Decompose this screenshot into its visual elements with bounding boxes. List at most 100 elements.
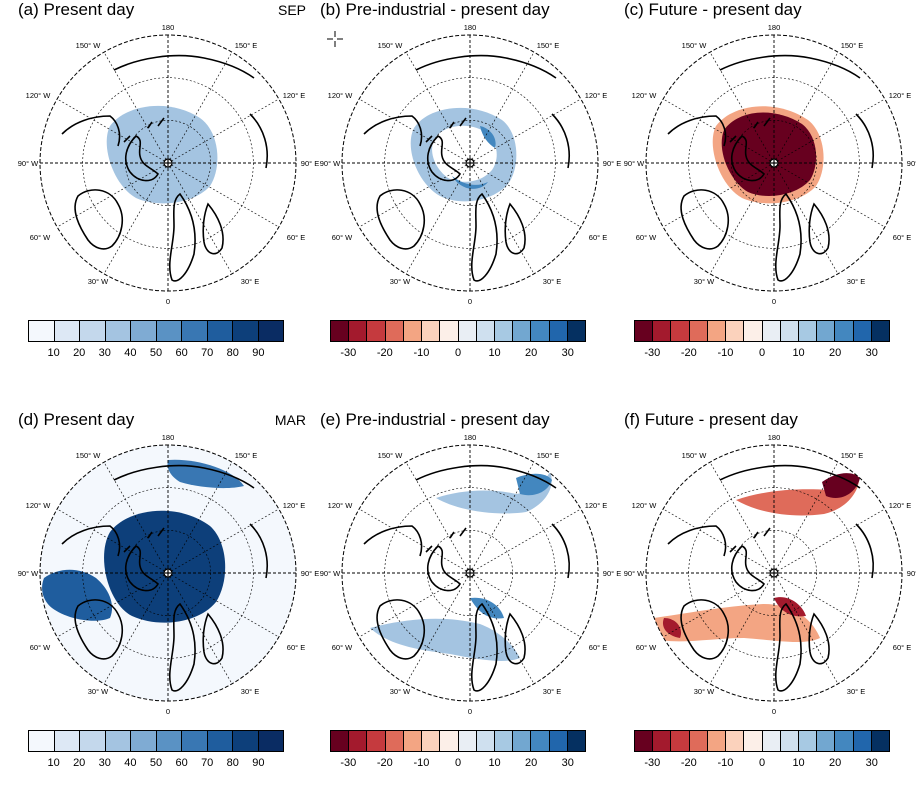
longitude-label: 120° E xyxy=(889,501,912,510)
colorbar-tick-label: 10 xyxy=(47,347,60,359)
longitude-label: 150° W xyxy=(682,41,708,50)
longitude-label: 30° E xyxy=(241,277,259,286)
colorbar-swatch xyxy=(385,731,404,751)
colorbar-swatch xyxy=(54,321,80,341)
colorbar-swatch xyxy=(853,321,872,341)
field-region xyxy=(822,473,860,498)
longitude-label: 0 xyxy=(772,707,776,716)
longitude-label: 150° W xyxy=(76,41,102,50)
meridian xyxy=(167,51,233,164)
coastline xyxy=(376,599,426,660)
colorbar-tick-label: 20 xyxy=(73,347,86,359)
coastline xyxy=(376,189,426,250)
longitude-label: 120° W xyxy=(328,91,354,100)
crosshair-cursor-icon xyxy=(327,31,343,47)
colorbar-ticks: -30 -20 -10 0 10 20 30 xyxy=(330,347,586,363)
meridian xyxy=(709,51,775,164)
coastline xyxy=(363,525,423,557)
coastline xyxy=(74,189,124,250)
coastline xyxy=(504,612,526,665)
longitude-label: 150° W xyxy=(76,451,102,460)
longitude-label: 120° E xyxy=(585,501,608,510)
longitude-label: 60° W xyxy=(636,233,657,242)
coastline xyxy=(426,545,462,592)
longitude-label: 0 xyxy=(468,707,472,716)
polar-map: 180 150° E 120° E 90° E 60° E 30° E 0 30° W 60° … xyxy=(320,433,621,716)
longitude-label: 60° E xyxy=(287,233,305,242)
map-boundary xyxy=(645,444,903,702)
longitude-label: 30° W xyxy=(390,687,411,696)
coastline xyxy=(719,54,861,79)
longitude-label: 60° E xyxy=(287,643,305,652)
colorbar-swatch xyxy=(531,321,550,341)
panel-e: (e) Pre-industrial - present day 180 150°… xyxy=(320,410,621,790)
colorbar-tick-label: 30 xyxy=(561,757,574,769)
colorbar-swatch xyxy=(817,321,836,341)
map-boundary xyxy=(39,34,297,292)
colorbar-swatch xyxy=(207,321,233,341)
colorbar-tick-label: -20 xyxy=(376,757,393,769)
colorbar-swatch xyxy=(422,731,441,751)
longitude-label: 120° E xyxy=(283,501,306,510)
coastline xyxy=(855,113,874,169)
longitude-label: 90° E xyxy=(907,569,916,578)
meridian xyxy=(469,51,535,164)
longitude-label: 180 xyxy=(768,23,781,32)
colorbar-swatch xyxy=(549,731,568,751)
colorbar-swatch xyxy=(726,731,745,751)
meridian xyxy=(358,162,471,228)
meridian xyxy=(358,572,471,638)
longitude-label: 90° W xyxy=(624,159,645,168)
colorbar-tick-label: 60 xyxy=(175,347,188,359)
coastline xyxy=(74,599,124,660)
colorbar xyxy=(28,320,284,342)
coastline xyxy=(667,115,727,147)
coastline xyxy=(551,113,570,169)
field-region xyxy=(370,618,520,661)
longitude-label: 120° W xyxy=(26,501,52,510)
longitude-label: 30° E xyxy=(847,277,865,286)
panel-title: (c) Future - present day xyxy=(624,0,802,19)
meridian xyxy=(167,572,233,685)
longitude-label: 30° E xyxy=(847,687,865,696)
polar-map: 180 150° E 120° E 90° E 60° E 30° E 0 30° W 60° … xyxy=(624,23,916,306)
field-shading xyxy=(40,35,296,291)
longitude-label: 150° E xyxy=(841,41,864,50)
colorbar-tick-label: 10 xyxy=(792,347,805,359)
colorbar-swatch xyxy=(798,731,818,751)
colorbar-swatch xyxy=(182,321,208,341)
colorbar-swatch xyxy=(440,731,459,751)
colorbar-swatch xyxy=(671,731,690,751)
colorbar-swatch xyxy=(531,731,550,751)
colorbar-tick-label: 20 xyxy=(829,347,842,359)
colorbar-swatch xyxy=(653,321,672,341)
meridian xyxy=(773,572,886,638)
field-region xyxy=(436,472,552,514)
longitude-label: 60° W xyxy=(30,233,51,242)
colorbar-tick-label: -30 xyxy=(644,757,661,769)
coastline xyxy=(730,545,766,592)
longitude-label: 60° E xyxy=(893,233,911,242)
meridian xyxy=(469,162,582,228)
longitude-label: 30° E xyxy=(241,687,259,696)
coastline xyxy=(729,527,771,553)
longitude-label: 30° E xyxy=(543,687,561,696)
longitude-label: 0 xyxy=(468,297,472,306)
colorbar-swatch xyxy=(233,731,259,751)
colorbar-swatch xyxy=(780,321,799,341)
season-label: SEP xyxy=(277,2,306,18)
colorbar-tick-label: 0 xyxy=(758,347,766,359)
colorbar-swatch xyxy=(80,731,106,751)
colorbar-swatch xyxy=(635,321,654,341)
meridian xyxy=(773,51,839,164)
longitude-label: 90° E xyxy=(907,159,916,168)
colorbar-swatch xyxy=(871,321,890,341)
meridian xyxy=(167,98,280,164)
colorbar-tick-label: 30 xyxy=(98,757,111,769)
colorbar xyxy=(28,730,284,752)
coastline xyxy=(425,117,467,143)
colorbar-tick-label: 0 xyxy=(758,757,766,769)
longitude-label: 180 xyxy=(162,23,175,32)
meridian xyxy=(167,572,280,638)
longitude-label: 180 xyxy=(464,23,477,32)
